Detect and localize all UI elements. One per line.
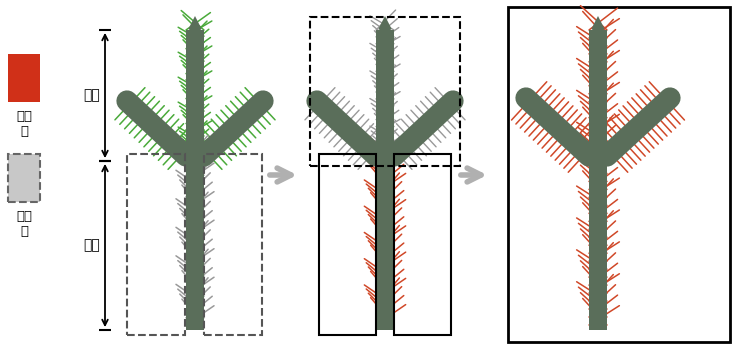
- Polygon shape: [592, 16, 605, 32]
- Polygon shape: [379, 16, 392, 32]
- Bar: [186, 30, 204, 330]
- Bar: [204, 154, 262, 335]
- Bar: [589, 30, 607, 330]
- Bar: [376, 30, 394, 330]
- Bar: [394, 154, 451, 335]
- Text: 赤褐
色: 赤褐 色: [16, 110, 32, 138]
- Bar: [310, 17, 460, 166]
- Text: 旧葉: 旧葉: [83, 238, 100, 252]
- Bar: [508, 7, 730, 342]
- Bar: [8, 54, 40, 102]
- Text: 灰褐
色: 灰褐 色: [16, 210, 32, 238]
- Bar: [127, 154, 185, 335]
- Text: 新葉: 新葉: [83, 89, 100, 103]
- Bar: [319, 154, 376, 335]
- Bar: [8, 154, 40, 202]
- Polygon shape: [189, 16, 202, 32]
